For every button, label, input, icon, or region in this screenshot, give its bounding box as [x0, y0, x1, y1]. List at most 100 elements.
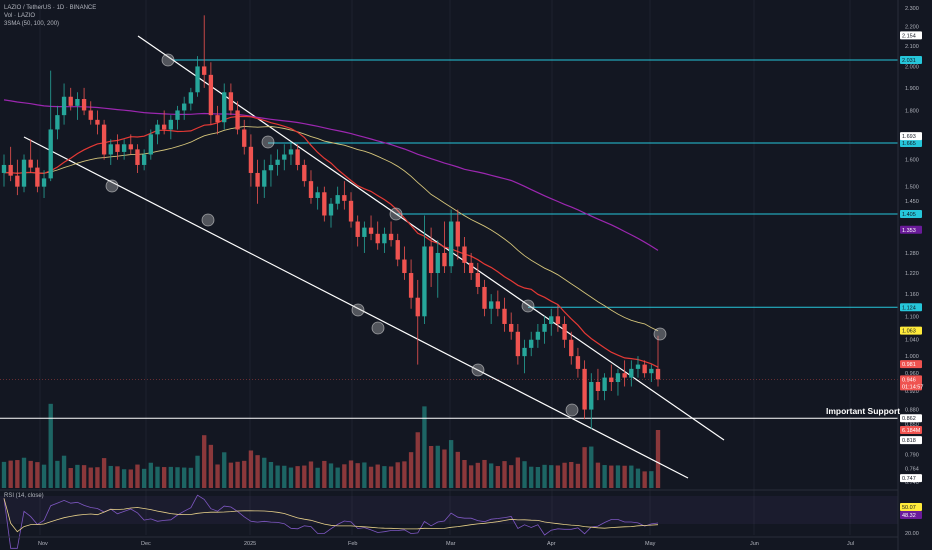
- rsi-pane: [0, 489, 898, 549]
- volume-bar: [422, 406, 427, 488]
- price-tag: 0.981: [902, 362, 916, 368]
- candle-body: [562, 323, 567, 340]
- symbol-legend[interactable]: LAZIO / TetherUS · 1D · BINANCE: [4, 5, 97, 11]
- price-tag-bg: [900, 31, 922, 40]
- volume-bar: [242, 460, 247, 488]
- volume-legend[interactable]: Vol · LAZIO: [4, 13, 36, 19]
- candle-body: [395, 240, 400, 260]
- candle-body: [589, 382, 594, 410]
- candle-body: [415, 297, 420, 317]
- candle-body: [81, 99, 87, 111]
- volume-bar: [228, 462, 234, 488]
- volume-bar: [562, 462, 567, 488]
- candle-body: [242, 129, 247, 147]
- volume-bar: [48, 403, 53, 488]
- volume-bar: [635, 468, 641, 488]
- candle-body: [302, 164, 307, 182]
- volume-bar: [135, 464, 140, 488]
- price-tag: 0.818: [902, 438, 916, 444]
- candle-body: [68, 96, 73, 106]
- candle-body: [61, 96, 67, 116]
- level-tag-bg: [900, 414, 922, 423]
- volume-bar: [161, 467, 167, 488]
- candle-body: [48, 129, 53, 179]
- price-tag-bg: [900, 132, 922, 141]
- volume-bar: [268, 462, 274, 488]
- candle-body: [108, 144, 113, 155]
- price-tag-bg: [900, 360, 922, 369]
- candle-body: [1, 164, 7, 173]
- candle-body: [168, 119, 174, 130]
- volume-bars: [1, 403, 661, 488]
- candle-body: [549, 316, 554, 324]
- candle-body: [135, 149, 140, 165]
- volume-bar: [468, 465, 474, 488]
- price-tag-bg: [900, 474, 922, 483]
- sma50-line: [3, 115, 659, 368]
- time-axis-label: Dec: [141, 541, 151, 547]
- volume-bar: [108, 465, 113, 488]
- price-axis-label: 0.764: [905, 467, 919, 473]
- time-axis: Nov Dec 2025 Feb Mar Apr May Jun Jul: [0, 536, 898, 547]
- candle-body: [222, 92, 227, 123]
- rsi-ma-tag-bg: [900, 511, 922, 519]
- volume-bar: [328, 463, 334, 488]
- touch-circle: [565, 403, 579, 417]
- touch-circle: [261, 135, 275, 149]
- volume-bar: [101, 458, 107, 488]
- volume-bar: [275, 465, 280, 488]
- touch-circle: [351, 303, 365, 317]
- level-tag-bg: [900, 303, 922, 312]
- sma-legend[interactable]: 3SMA (50, 100, 200): [4, 21, 60, 27]
- candle-body: [615, 373, 621, 383]
- candle-body: [208, 74, 214, 116]
- time-axis-label: Feb: [348, 541, 357, 547]
- touch-circle: [653, 327, 667, 341]
- volume-bar: [148, 462, 153, 488]
- candle-body: [282, 154, 287, 160]
- volume-bar: [642, 471, 647, 488]
- candles: [1, 15, 661, 430]
- price-axis-label: 1.000: [905, 354, 919, 360]
- candle-body: [41, 178, 47, 187]
- candle-body: [542, 323, 547, 332]
- volume-bar: [448, 440, 454, 488]
- candle-body: [88, 110, 93, 120]
- candle-body: [595, 382, 601, 391]
- candle-body: [262, 170, 267, 187]
- candle-body: [255, 172, 260, 187]
- price-axis-label: 2.300: [905, 6, 919, 12]
- volume-bar: [248, 450, 254, 488]
- candle-body: [268, 164, 274, 171]
- price-tag-bg: [900, 326, 922, 335]
- price-axis-label: 1.800: [905, 108, 919, 114]
- price-tag: 1.063: [902, 329, 916, 335]
- volume-bar: [175, 467, 180, 488]
- volume-bar: [188, 467, 194, 488]
- grid: [39, 0, 851, 535]
- volume-bar: [262, 457, 267, 488]
- candle-body: [101, 124, 107, 155]
- price-tag-bg: [900, 225, 922, 234]
- candle-body: [555, 316, 561, 324]
- volume-bar: [75, 464, 80, 488]
- volume-bar: [1, 461, 7, 488]
- price-axis-label: 1.160: [905, 292, 919, 298]
- volume-bar: [115, 466, 120, 488]
- volume-bar: [81, 465, 87, 488]
- volume-bar: [655, 430, 661, 488]
- candle-body: [315, 192, 320, 198]
- candle-body: [582, 368, 587, 410]
- volume-bar: [282, 465, 287, 488]
- rsi-legend[interactable]: RSI (14, close): [4, 493, 44, 499]
- volume-bar: [208, 444, 214, 488]
- sma100-line: [3, 125, 659, 332]
- volume-bar: [575, 463, 581, 488]
- volume-bar: [28, 460, 33, 488]
- candle-body: [15, 175, 20, 187]
- rsi-ma-tag: 48.32: [902, 513, 916, 519]
- touch-circle: [471, 363, 485, 377]
- rsi-band: [0, 496, 898, 524]
- candle-body: [509, 323, 514, 332]
